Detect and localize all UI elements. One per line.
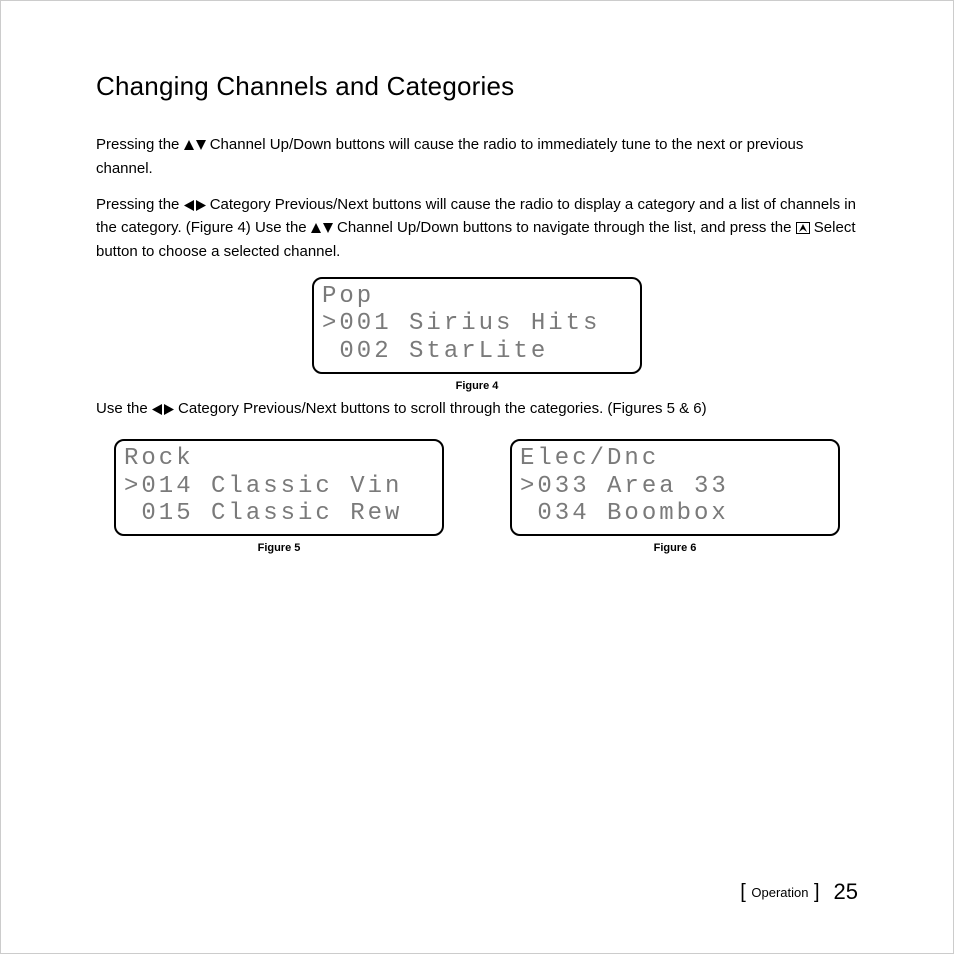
left-right-triangles-icon [184, 196, 206, 218]
lcd-line: >001 Sirius Hits [322, 310, 600, 337]
page-title: Changing Channels and Categories [96, 71, 858, 102]
lcd-line: Rock [124, 445, 194, 472]
bracket-right: ] [809, 881, 820, 903]
lcd-line: >033 Area 33 [520, 473, 729, 500]
para2-text-a: Pressing the [96, 196, 184, 213]
figure-4-container: Pop >001 Sirius Hits 002 StarLite Figure… [96, 277, 858, 392]
figure-row: Rock >014 Classic Vin 015 Classic Rew Fi… [114, 439, 840, 554]
page-footer: [ Operation ] 25 [740, 879, 858, 905]
figure-5-container: Rock >014 Classic Vin 015 Classic Rew Fi… [114, 439, 444, 554]
lcd-line: 015 Classic Rew [124, 500, 402, 527]
lcd-display-fig6: Elec/Dnc >033 Area 33 034 Boombox [510, 439, 840, 536]
lcd-line: 034 Boombox [520, 500, 729, 527]
figure-caption: Figure 4 [456, 380, 499, 392]
lcd-display-fig5: Rock >014 Classic Vin 015 Classic Rew [114, 439, 444, 536]
figure-caption: Figure 5 [258, 542, 301, 554]
para1-text-a: Pressing the [96, 136, 184, 153]
figure-6-container: Elec/Dnc >033 Area 33 034 Boombox Figure… [510, 439, 840, 554]
paragraph-3: Use the Category Previous/Next buttons t… [96, 398, 858, 422]
paragraph-1: Pressing the Channel Up/Down buttons wil… [96, 134, 858, 180]
select-button-icon [796, 222, 810, 234]
lcd-display-fig4: Pop >001 Sirius Hits 002 StarLite [312, 277, 642, 374]
lcd-line: Elec/Dnc [520, 445, 659, 472]
lcd-line: >014 Classic Vin [124, 473, 402, 500]
manual-page: Changing Channels and Categories Pressin… [1, 1, 953, 554]
para2-text-c: Channel Up/Down buttons to navigate thro… [337, 219, 796, 236]
left-right-triangles-icon [152, 400, 174, 422]
para3-text-b: Category Previous/Next buttons to scroll… [178, 400, 707, 417]
section-name: Operation [751, 885, 808, 900]
bracket-left: [ [740, 881, 751, 903]
paragraph-2: Pressing the Category Previous/Next butt… [96, 194, 858, 263]
figure-caption: Figure 6 [654, 542, 697, 554]
para3-text-a: Use the [96, 400, 152, 417]
page-number: 25 [834, 879, 858, 904]
lcd-line: Pop [322, 283, 374, 310]
up-down-triangles-icon [184, 136, 206, 158]
lcd-line: 002 StarLite [322, 338, 548, 365]
up-down-triangles-icon [311, 219, 333, 241]
